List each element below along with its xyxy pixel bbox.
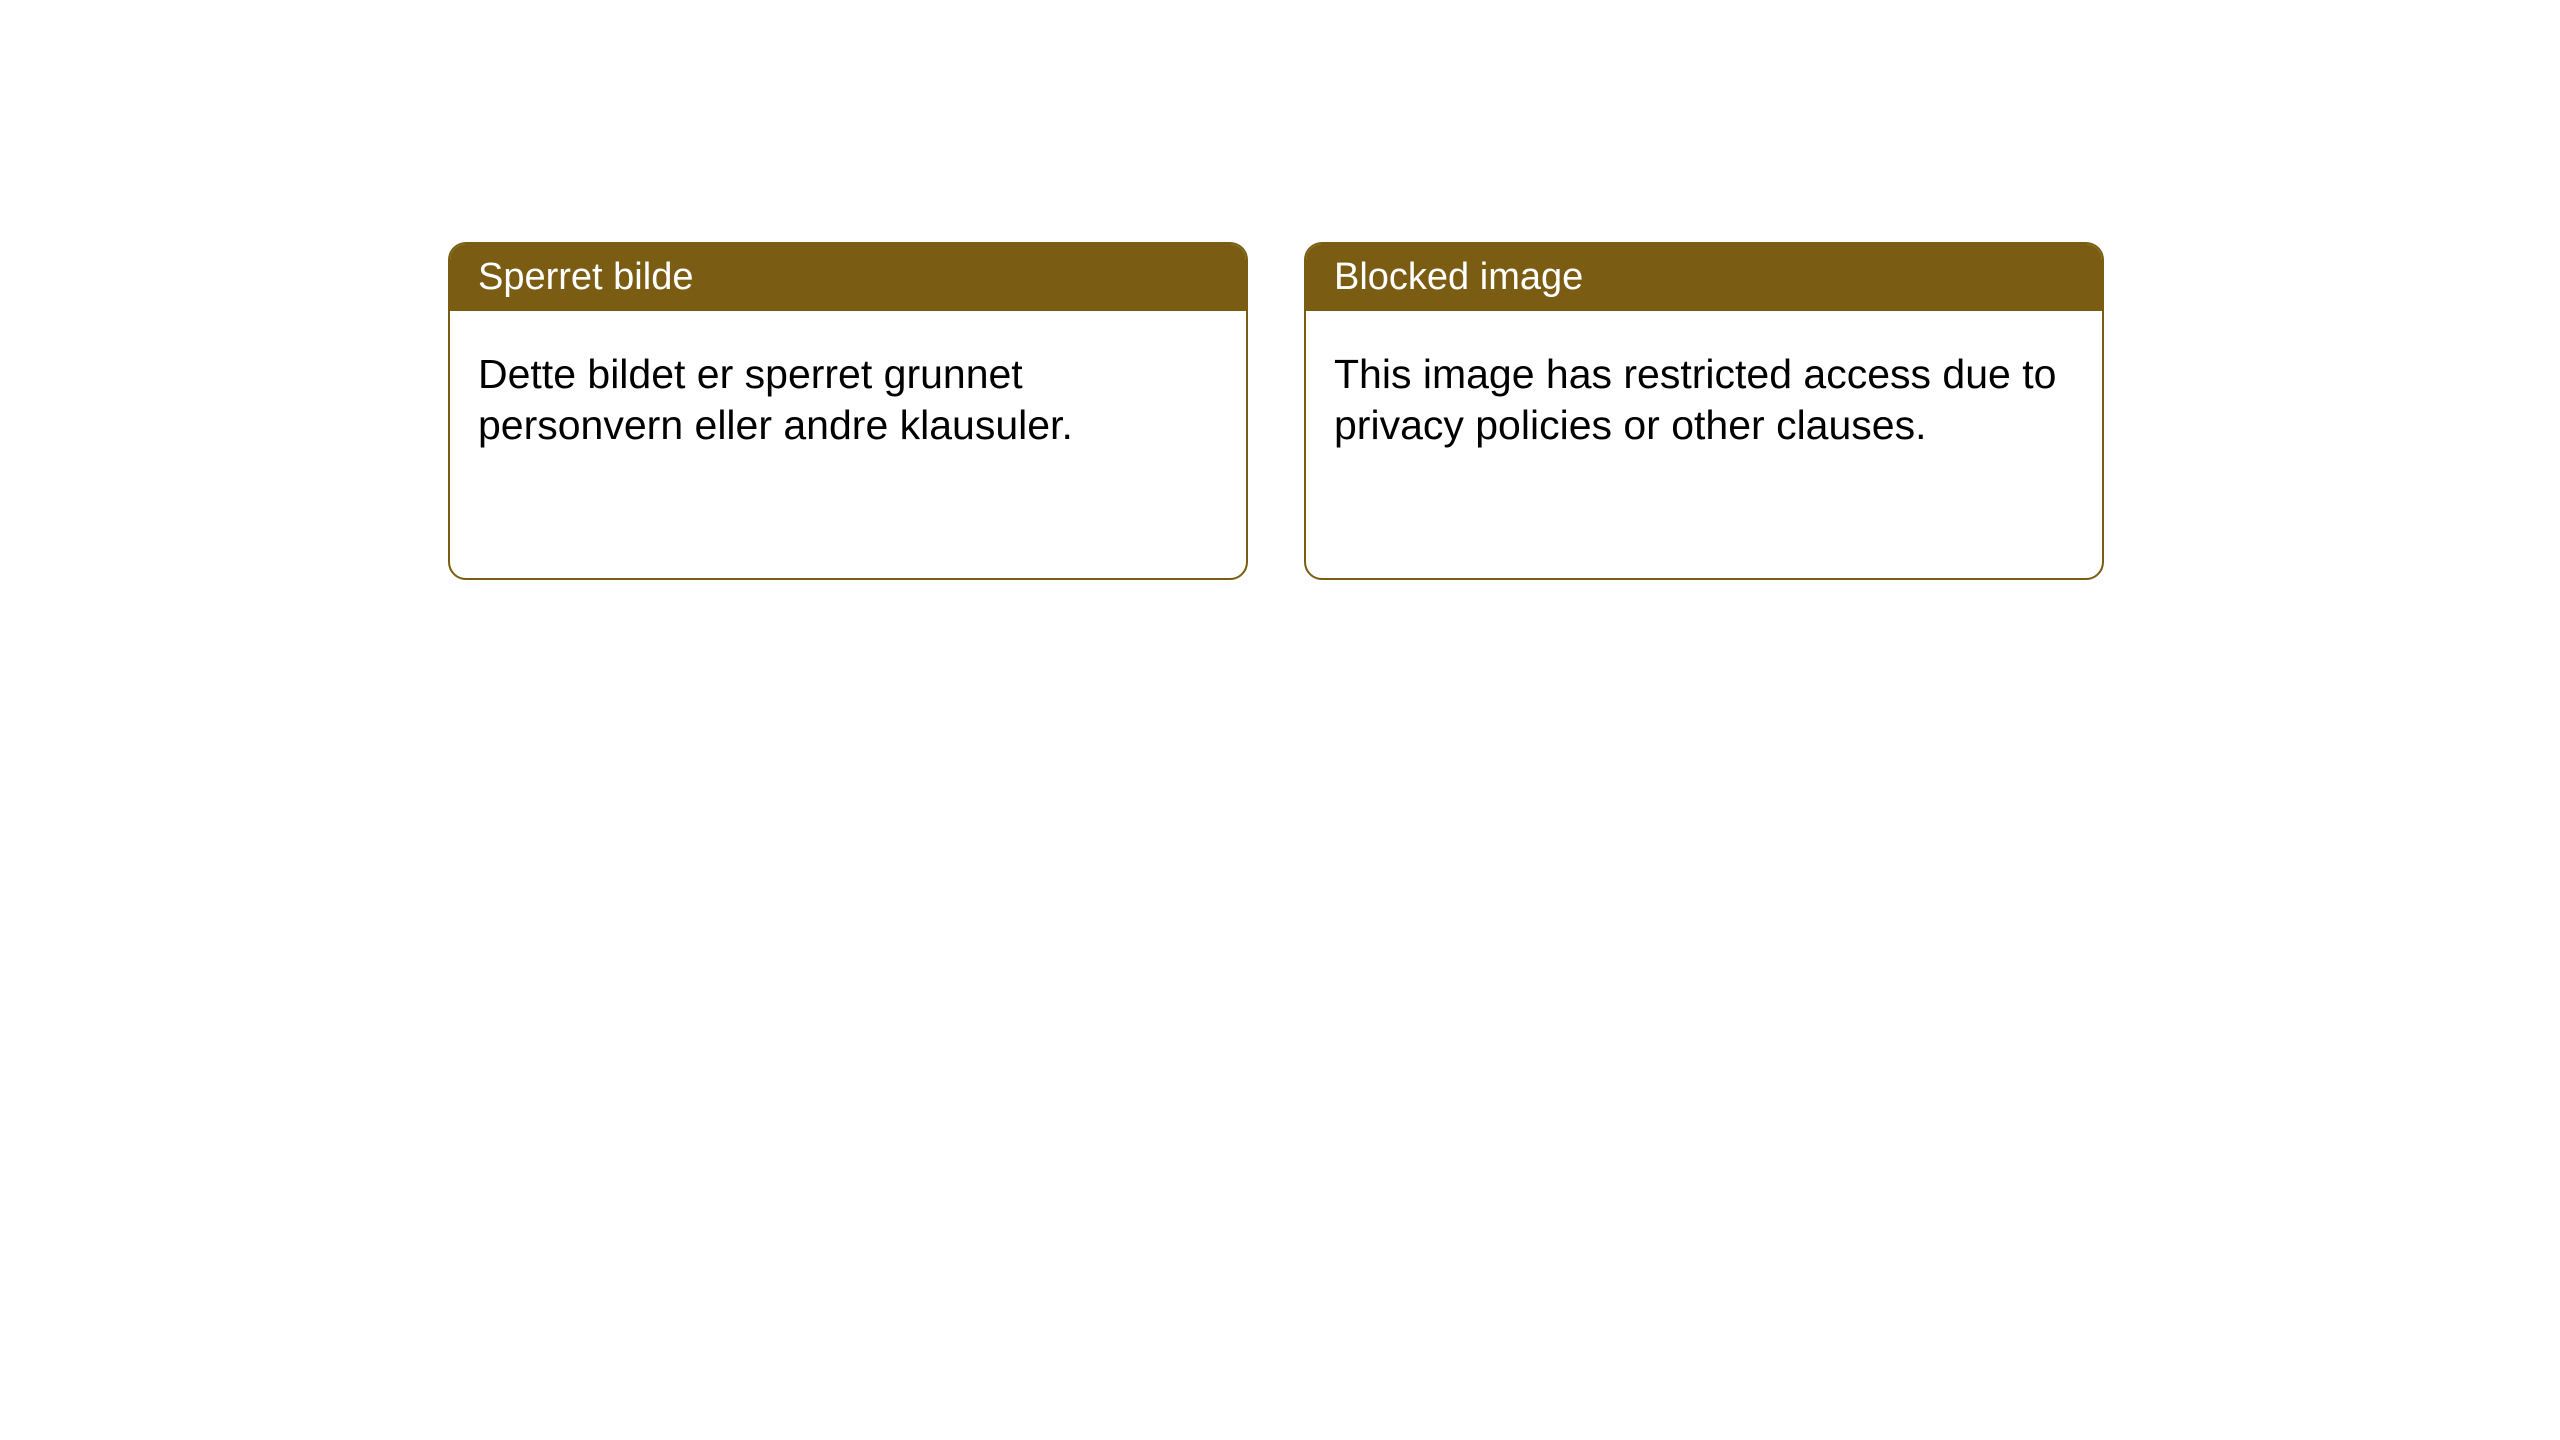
notice-card-english: Blocked image This image has restricted … [1304,242,2104,580]
notice-title-norwegian: Sperret bilde [450,244,1246,311]
notice-body-norwegian: Dette bildet er sperret grunnet personve… [450,311,1246,490]
notice-body-english: This image has restricted access due to … [1306,311,2102,490]
notice-title-english: Blocked image [1306,244,2102,311]
notice-card-norwegian: Sperret bilde Dette bildet er sperret gr… [448,242,1248,580]
notice-container: Sperret bilde Dette bildet er sperret gr… [0,0,2560,580]
